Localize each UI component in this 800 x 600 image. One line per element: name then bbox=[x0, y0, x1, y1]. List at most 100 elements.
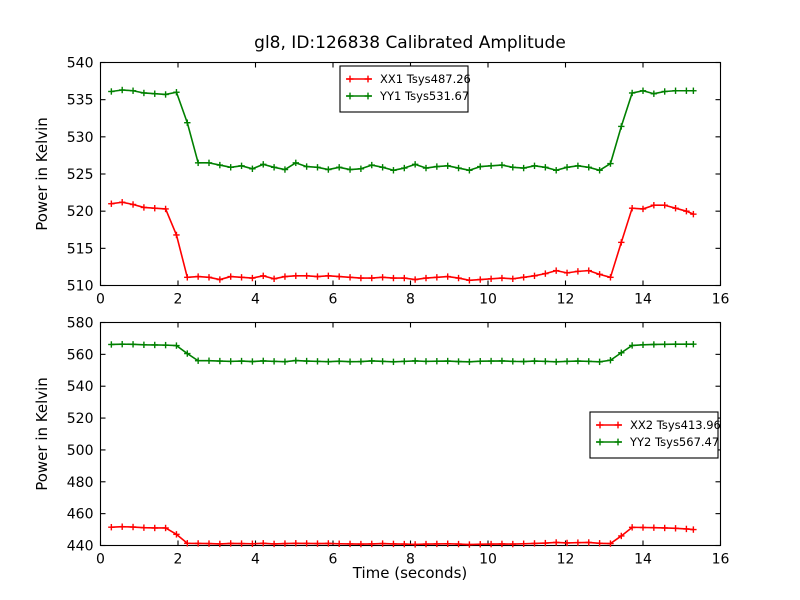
data-point-marker bbox=[119, 199, 126, 206]
data-point-marker bbox=[433, 163, 441, 170]
data-point-marker bbox=[542, 358, 549, 365]
panel-bottom-legend[interactable]: XX2 Tsys413.96 YY2 Tsys567.47 bbox=[589, 411, 721, 459]
data-point-marker bbox=[596, 167, 603, 174]
data-point-marker bbox=[281, 540, 289, 547]
y-tick-label: 510 bbox=[67, 279, 94, 295]
data-point-marker bbox=[466, 541, 473, 548]
data-point-marker bbox=[390, 274, 397, 282]
legend-box[interactable] bbox=[589, 411, 719, 459]
data-point-marker bbox=[140, 341, 148, 348]
legend-box[interactable] bbox=[339, 65, 469, 113]
data-point-marker bbox=[401, 274, 408, 282]
data-point-marker bbox=[607, 160, 614, 167]
y-tick-label: 515 bbox=[67, 241, 94, 257]
panel-top-series bbox=[108, 86, 697, 284]
data-point-marker bbox=[281, 273, 289, 280]
data-point-marker bbox=[444, 357, 451, 365]
data-point-marker bbox=[553, 267, 560, 274]
data-point-marker bbox=[151, 524, 158, 532]
y-tick-label: 530 bbox=[67, 130, 94, 146]
data-point-marker bbox=[585, 358, 592, 365]
data-point-marker bbox=[520, 358, 527, 365]
data-point-marker bbox=[346, 274, 354, 281]
y-tick-label: 460 bbox=[67, 507, 94, 523]
data-point-marker bbox=[303, 272, 310, 280]
data-point-marker bbox=[368, 274, 375, 282]
series-xx bbox=[108, 199, 697, 284]
x-tick-label: 14 bbox=[634, 292, 652, 308]
data-point-marker bbox=[379, 540, 386, 547]
data-point-marker bbox=[683, 87, 690, 94]
data-point-marker bbox=[520, 164, 527, 172]
data-point-marker bbox=[520, 540, 527, 547]
data-point-marker bbox=[108, 523, 115, 531]
data-point-marker bbox=[628, 89, 636, 97]
series-yy bbox=[108, 340, 697, 366]
data-point-marker bbox=[455, 164, 462, 172]
y-tick-label: 480 bbox=[67, 475, 94, 491]
data-point-marker bbox=[650, 524, 658, 531]
legend-entry[interactable]: YY1 Tsys531.67 bbox=[346, 89, 469, 103]
legend-entry[interactable]: XX2 Tsys413.96 bbox=[596, 418, 721, 432]
panel-bottom-tick-labels: 0 2 4 6 8 10 12 14 16 440 460 480 500 520 540 560 580 bbox=[67, 316, 730, 568]
data-point-marker bbox=[422, 540, 430, 548]
data-point-marker bbox=[314, 540, 321, 547]
data-point-marker bbox=[563, 539, 571, 547]
data-point-marker bbox=[487, 275, 495, 283]
data-point-marker bbox=[194, 273, 202, 280]
data-point-marker bbox=[585, 539, 592, 546]
legend-entry[interactable]: YY2 Tsys567.47 bbox=[596, 435, 719, 449]
legend-label: YY1 Tsys531.67 bbox=[379, 89, 469, 103]
data-point-marker bbox=[433, 358, 441, 365]
data-point-marker bbox=[553, 358, 560, 366]
data-point-marker bbox=[618, 123, 625, 130]
data-point-marker bbox=[487, 357, 495, 365]
data-point-marker bbox=[162, 524, 169, 532]
data-point-marker bbox=[553, 539, 560, 546]
data-point-marker bbox=[466, 167, 473, 174]
data-point-marker bbox=[509, 164, 516, 171]
data-point-marker bbox=[542, 270, 549, 277]
data-point-marker bbox=[194, 357, 202, 364]
data-point-marker bbox=[184, 274, 191, 281]
data-point-marker bbox=[368, 540, 375, 548]
data-point-marker bbox=[585, 267, 592, 274]
data-point-marker bbox=[628, 524, 636, 531]
data-point-marker bbox=[270, 164, 278, 171]
data-point-marker bbox=[574, 539, 582, 546]
data-point-marker bbox=[690, 340, 697, 348]
data-point-marker bbox=[661, 88, 668, 95]
panel-top-legend[interactable]: XX1 Tsys487.26 YY1 Tsys531.67 bbox=[339, 65, 471, 113]
data-point-marker bbox=[672, 204, 679, 212]
data-point-marker bbox=[205, 159, 213, 167]
legend-label: XX2 Tsys413.96 bbox=[630, 418, 721, 432]
data-point-marker bbox=[129, 87, 137, 94]
data-point-marker bbox=[368, 357, 375, 365]
data-point-marker bbox=[140, 89, 148, 97]
x-tick-label: 16 bbox=[712, 552, 730, 568]
data-point-marker bbox=[173, 531, 180, 538]
data-point-marker bbox=[433, 540, 441, 548]
y-tick-label: 520 bbox=[67, 411, 94, 427]
data-point-marker bbox=[498, 357, 506, 365]
x-tick-label: 2 bbox=[174, 552, 183, 568]
data-point-marker bbox=[184, 119, 191, 126]
data-point-marker bbox=[672, 525, 679, 532]
x-tick-label: 10 bbox=[479, 552, 497, 568]
data-point-marker bbox=[260, 161, 267, 168]
legend-entry[interactable]: XX1 Tsys487.26 bbox=[346, 72, 471, 86]
data-point-marker bbox=[520, 274, 527, 281]
data-point-marker bbox=[260, 540, 267, 547]
data-point-marker bbox=[314, 164, 321, 171]
data-point-marker bbox=[411, 541, 419, 548]
data-point-marker bbox=[270, 540, 278, 548]
data-point-marker bbox=[357, 165, 365, 172]
data-point-marker bbox=[325, 272, 332, 280]
data-point-marker bbox=[227, 540, 234, 547]
data-point-marker bbox=[455, 358, 462, 365]
data-point-marker bbox=[238, 357, 245, 365]
data-point-marker bbox=[433, 274, 441, 281]
page-title: gl8, ID:126838 Calibrated Amplitude bbox=[254, 33, 566, 53]
data-point-marker bbox=[596, 540, 603, 547]
data-point-marker bbox=[336, 540, 343, 547]
